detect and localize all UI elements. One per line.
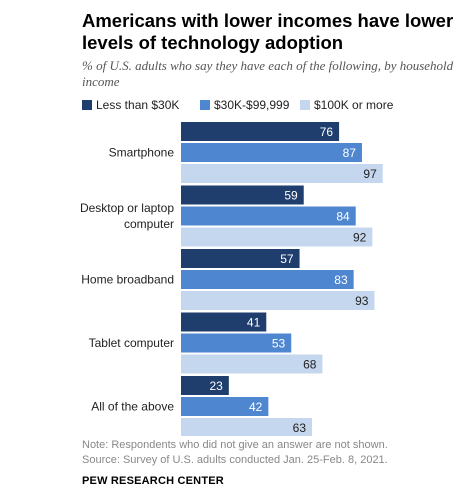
data-label: 84 bbox=[336, 210, 350, 224]
data-label: 23 bbox=[209, 379, 223, 393]
bar bbox=[181, 376, 229, 395]
legend-swatch bbox=[200, 100, 210, 110]
brand-logo-text: PEW RESEARCH CENTER bbox=[82, 475, 224, 487]
bar bbox=[181, 227, 373, 247]
bar bbox=[181, 270, 354, 289]
data-label: 93 bbox=[355, 294, 369, 308]
data-label: 68 bbox=[303, 358, 317, 372]
category-label: Desktop or laptop bbox=[80, 201, 174, 215]
legend-label: $30K-$99,999 bbox=[214, 98, 290, 112]
bar bbox=[181, 333, 292, 353]
data-label: 42 bbox=[249, 400, 263, 414]
data-label: 63 bbox=[293, 421, 307, 435]
bar-chart: Less than $30K $30K-$99,999 $100K or more 7… bbox=[80, 98, 394, 436]
data-label: 83 bbox=[334, 273, 348, 287]
data-label: 53 bbox=[272, 337, 286, 351]
data-label: 41 bbox=[247, 316, 261, 330]
chart-title: Americans with lower incomes have lower … bbox=[82, 10, 454, 53]
category-label: Home broadband bbox=[81, 273, 174, 287]
source-text: Source: Survey of U.S. adults conducted … bbox=[82, 454, 388, 466]
legend-label: Less than $30K bbox=[96, 98, 179, 112]
bar bbox=[181, 185, 304, 205]
data-label: 92 bbox=[353, 231, 367, 245]
legend-swatch bbox=[300, 100, 310, 110]
legend-swatch bbox=[82, 100, 92, 110]
category-label: Tablet computer bbox=[89, 336, 174, 350]
chart-subtitle: % of U.S. adults who say they have each … bbox=[82, 58, 454, 89]
category-label: Smartphone bbox=[109, 146, 175, 160]
data-label: 57 bbox=[280, 252, 294, 266]
bar bbox=[181, 249, 300, 268]
bar bbox=[181, 143, 362, 162]
bar bbox=[181, 418, 313, 436]
data-label: 59 bbox=[284, 189, 298, 203]
data-label: 87 bbox=[343, 146, 357, 160]
note-text: Note: Respondents who did not give an an… bbox=[82, 439, 388, 451]
bar bbox=[181, 122, 340, 141]
bar bbox=[181, 206, 356, 226]
bar bbox=[181, 312, 267, 332]
data-label: 76 bbox=[320, 125, 334, 139]
bar bbox=[181, 291, 375, 310]
bar bbox=[181, 397, 269, 416]
bar bbox=[181, 354, 323, 374]
legend-label: $100K or more bbox=[314, 98, 394, 112]
data-label: 97 bbox=[363, 167, 377, 181]
category-label: computer bbox=[124, 217, 174, 231]
category-label: All of the above bbox=[91, 400, 174, 414]
bar bbox=[181, 164, 383, 183]
